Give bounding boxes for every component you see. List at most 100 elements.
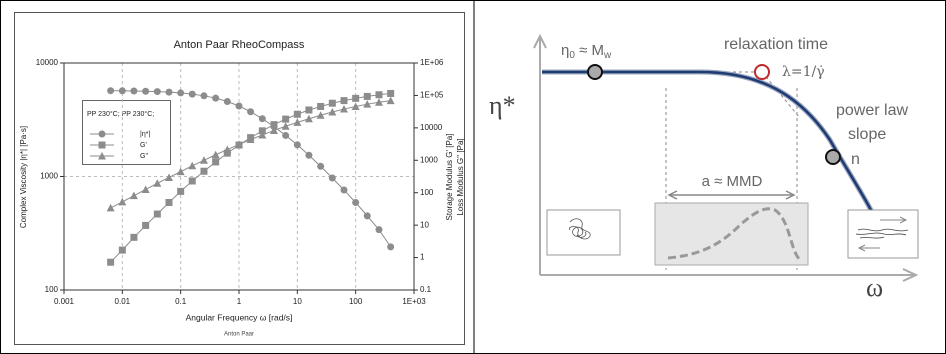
y2-tick-label: 100 xyxy=(420,188,434,197)
marker xyxy=(118,87,126,95)
marker xyxy=(142,87,150,95)
marker xyxy=(293,141,301,149)
marker xyxy=(165,88,173,96)
y-tick-label: 100 xyxy=(45,285,59,294)
marker xyxy=(142,221,150,229)
marker xyxy=(328,99,336,107)
marker xyxy=(328,107,337,116)
legend-marker xyxy=(98,141,106,149)
footnote: Anton Paar xyxy=(224,332,254,338)
marker xyxy=(212,94,220,102)
marker xyxy=(107,258,115,266)
x-tick-label: 1E+03 xyxy=(402,297,426,306)
y2-tick-label: 1E+06 xyxy=(420,58,444,67)
marker xyxy=(317,162,325,170)
marker xyxy=(374,98,383,106)
marker xyxy=(177,187,185,195)
chart-title: Anton Paar RheoCompass xyxy=(174,39,305,51)
legend-label: G' xyxy=(140,142,147,149)
marker xyxy=(363,212,371,220)
y2-axis-label: Loss Modulus G'' [Pa] xyxy=(456,138,465,215)
y2-tick-label: 1 xyxy=(420,253,425,262)
marker xyxy=(340,97,348,105)
mmd-label: a ≈ MMD xyxy=(702,173,763,190)
marker xyxy=(352,94,360,102)
y-tick-label: 10000 xyxy=(36,58,59,67)
y2-tick-label: 10 xyxy=(420,220,429,229)
marker xyxy=(212,158,220,166)
marker xyxy=(387,243,395,251)
flow-curve xyxy=(542,70,884,233)
x-tick-label: 100 xyxy=(349,297,363,306)
coil-icon xyxy=(568,218,591,240)
marker xyxy=(387,89,395,97)
marker xyxy=(106,203,115,212)
marker xyxy=(270,121,278,129)
marker xyxy=(165,173,174,181)
marker xyxy=(351,102,360,110)
marker xyxy=(223,145,232,154)
x-axis-label: ω xyxy=(866,273,883,302)
arrow-head xyxy=(899,216,908,224)
chart-frame xyxy=(14,12,465,345)
x-tick-label: 0.001 xyxy=(54,297,75,306)
power-law-point xyxy=(825,149,841,165)
marker xyxy=(199,156,208,164)
diagram: η* ω η0 ≈ Mw relaxation time λ=1/γ̇ powe… xyxy=(489,33,919,302)
marker xyxy=(375,91,383,99)
marker xyxy=(141,185,150,193)
marker xyxy=(258,130,267,139)
power-law-label: slope xyxy=(848,126,886,143)
marker xyxy=(340,186,348,194)
power-law-label: power law xyxy=(836,102,908,119)
label-part: w xyxy=(603,50,612,61)
marker xyxy=(235,140,243,148)
marker xyxy=(363,100,372,108)
mmd-box xyxy=(654,202,809,266)
marker xyxy=(282,115,290,123)
x-tick-label: 1 xyxy=(237,297,242,306)
marker xyxy=(282,131,290,139)
legend-label: G'' xyxy=(140,153,148,160)
x-tick-label: 0.01 xyxy=(115,297,131,306)
marker xyxy=(293,118,302,126)
arrow-head xyxy=(857,244,866,252)
marker xyxy=(188,161,197,170)
marker xyxy=(247,108,255,116)
legend-marker xyxy=(98,152,106,160)
marker xyxy=(304,114,313,123)
legend-marker xyxy=(98,130,106,138)
marker xyxy=(223,97,231,105)
marker xyxy=(129,191,138,200)
legend-title: PP 230°C; PP 230°C; xyxy=(87,110,154,118)
relaxation-point xyxy=(754,64,770,80)
label-part: η xyxy=(561,42,569,59)
power-law-label: n xyxy=(851,151,860,168)
marker xyxy=(352,199,360,207)
marker xyxy=(269,126,278,134)
mmd-curve xyxy=(667,207,802,262)
marker xyxy=(165,198,173,206)
label-part: ≈ M xyxy=(575,42,604,59)
y-tick-label: 1000 xyxy=(40,172,58,181)
y2-tick-label: 1000 xyxy=(420,155,438,164)
relaxation-formula: λ=1/γ̇ xyxy=(782,64,825,80)
coil-box xyxy=(546,209,621,256)
y2-axis-label: Storage Modulus G' [Pa] xyxy=(445,134,454,221)
zero-shear-label: η0 ≈ Mw xyxy=(561,42,612,61)
x-tick-label: 10 xyxy=(293,297,302,306)
marker xyxy=(130,233,138,241)
marker xyxy=(340,105,349,113)
marker xyxy=(281,122,290,130)
y-axis-label: Complex Viscosity |η*| [Pa·s] xyxy=(19,126,28,228)
marker xyxy=(153,210,161,218)
arrow-head xyxy=(533,33,547,49)
y-axis-label: η* xyxy=(489,91,516,120)
marker xyxy=(316,111,325,119)
y2-tick-label: 0.1 xyxy=(420,285,432,294)
marker xyxy=(118,197,127,206)
marker xyxy=(188,177,196,185)
marker xyxy=(258,127,266,135)
